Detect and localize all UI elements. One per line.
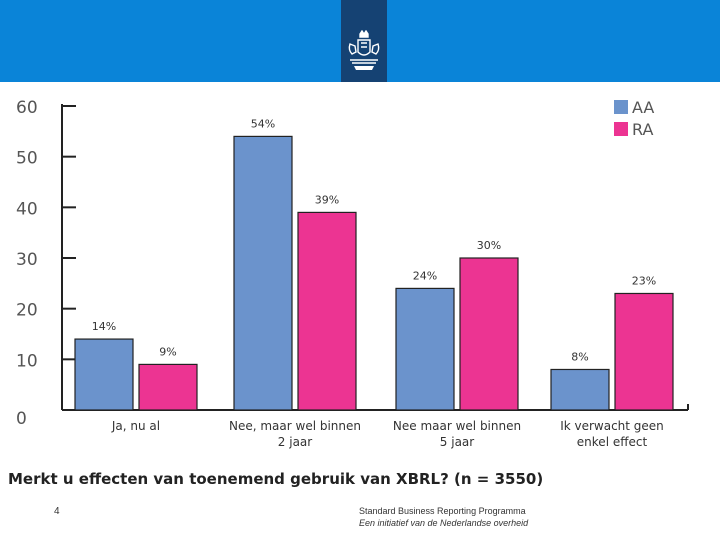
bar-RA-0 bbox=[138, 363, 198, 411]
category-label: Ik verwacht geen bbox=[560, 419, 664, 433]
y-tick-label: 10 bbox=[16, 351, 38, 371]
data-label-RA-1: 39% bbox=[315, 193, 339, 206]
y-tick-label: 50 bbox=[16, 149, 38, 169]
footer-program-name: Standard Business Reporting Programma bbox=[359, 506, 526, 516]
legend-swatch-RA bbox=[614, 122, 628, 136]
header-bar bbox=[0, 0, 720, 82]
bar-RA-1 bbox=[297, 211, 357, 411]
bar-AA-0 bbox=[74, 338, 134, 411]
category-label: 2 jaar bbox=[278, 435, 312, 449]
y-tick-label: 20 bbox=[16, 301, 38, 321]
y-tick-label: 40 bbox=[16, 199, 38, 219]
legend-swatch-AA bbox=[614, 100, 628, 114]
category-label: 5 jaar bbox=[440, 435, 474, 449]
bar-AA-2 bbox=[395, 287, 455, 411]
y-tick-label: 30 bbox=[16, 250, 38, 270]
category-label: Nee maar wel binnen bbox=[393, 419, 521, 433]
data-label-AA-3: 8% bbox=[571, 350, 588, 363]
footer-tagline: Een initiatief van de Nederlandse overhe… bbox=[359, 518, 529, 528]
page-number: 4 bbox=[54, 506, 60, 517]
legend-label-AA: AA bbox=[632, 98, 654, 117]
y-tick-label: 0 bbox=[16, 409, 27, 429]
data-label-AA-0: 14% bbox=[92, 320, 116, 333]
bar-chart: 0 10 20 30 40 50 60 14% 9% Ja, nu al 54% 39% Nee, ma… bbox=[16, 98, 689, 449]
data-label-RA-2: 30% bbox=[477, 239, 501, 252]
data-label-RA-0: 9% bbox=[159, 345, 176, 358]
legend-label-RA: RA bbox=[632, 120, 653, 139]
category-label: Nee, maar wel binnen bbox=[229, 419, 361, 433]
bar-AA-1 bbox=[233, 135, 293, 411]
bar-RA-2 bbox=[459, 257, 519, 411]
footer: 4 Standard Business Reporting Programma … bbox=[0, 497, 720, 540]
bar-RA-3 bbox=[614, 292, 674, 411]
chart-title: Merkt u effecten van toenemend gebruik v… bbox=[8, 470, 544, 488]
y-tick-label: 60 bbox=[16, 98, 38, 118]
data-label-AA-1: 54% bbox=[251, 117, 275, 130]
bar-AA-3 bbox=[550, 368, 610, 411]
category-label: Ja, nu al bbox=[111, 419, 160, 433]
data-label-RA-3: 23% bbox=[632, 274, 656, 287]
category-label: enkel effect bbox=[577, 435, 648, 449]
coat-of-arms-icon bbox=[348, 30, 380, 70]
data-label-AA-2: 24% bbox=[413, 269, 437, 282]
logo-box bbox=[341, 0, 387, 82]
